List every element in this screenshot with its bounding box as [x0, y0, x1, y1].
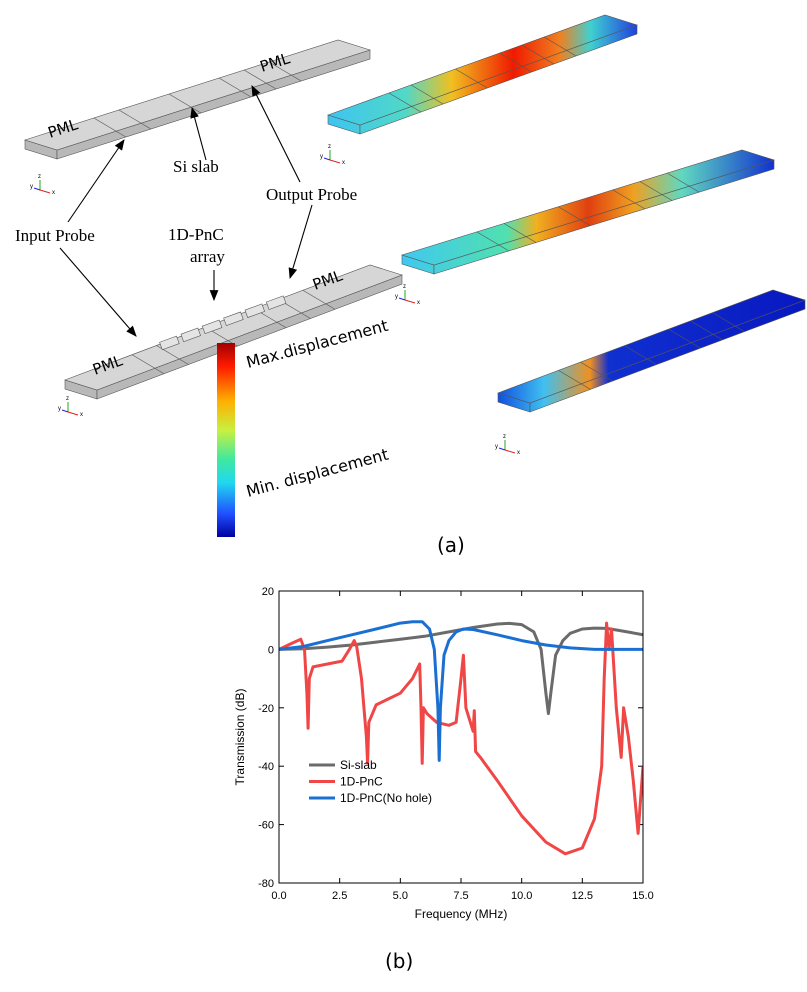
- triad-label: x: [417, 300, 420, 306]
- triad-label: z: [403, 284, 406, 290]
- slab-top: [327, 14, 638, 126]
- triad-axis: [61, 409, 69, 413]
- slab-division: [521, 44, 555, 65]
- arrows: [59, 85, 313, 337]
- slab-division: [580, 361, 613, 382]
- x-tick-label: 2.5: [332, 890, 347, 902]
- caption: (b): [385, 949, 413, 973]
- x-tick-label: 0.0: [271, 890, 286, 902]
- triad-label: y: [495, 444, 498, 450]
- slab-division: [131, 354, 165, 374]
- slab-division: [612, 189, 645, 210]
- slab-division: [268, 61, 302, 82]
- triad-axis: [67, 411, 79, 416]
- pnc-cell: [180, 327, 201, 343]
- triad-axis: [329, 159, 341, 164]
- pnc-label: array: [190, 247, 225, 266]
- slab-division: [690, 320, 723, 341]
- triad-axis: [498, 447, 506, 451]
- series-line: [279, 621, 643, 716]
- x-tick-label: 12.5: [572, 890, 593, 902]
- slab-side: [433, 159, 775, 275]
- triad-label: y: [395, 294, 398, 300]
- slab-division: [558, 370, 591, 390]
- output-probe-label: Output Probe: [266, 185, 357, 204]
- slab-division: [118, 109, 152, 130]
- triad-label: z: [66, 396, 69, 402]
- triad-axis: [33, 187, 41, 191]
- legend-label: Si-slab: [340, 758, 377, 772]
- series-line: [279, 620, 643, 762]
- triad-axis: [39, 189, 51, 194]
- slab-side: [359, 24, 638, 135]
- pnc-label: 1D-PnC: [168, 225, 224, 244]
- triad-label: z: [503, 434, 506, 440]
- pnc-cell: [244, 303, 266, 318]
- slab-division: [499, 52, 532, 73]
- x-tick-label: 15.0: [632, 890, 653, 902]
- chart: 0.0 2.5 5.0 7.5 10.0 12.5 15.0 -80 -60 -40 -20 0 20 F…: [233, 586, 654, 921]
- x-tick-label: 10.0: [511, 890, 532, 902]
- slab-top: [497, 289, 806, 404]
- slab-division: [455, 68, 488, 89]
- y-tick-label: -20: [258, 703, 274, 715]
- caption: (a): [437, 533, 465, 557]
- pnc-cell: [201, 319, 223, 335]
- colorbar-min-label: Min. displacement: [244, 445, 390, 501]
- slab-division: [624, 345, 657, 365]
- x-axis-label: Frequency (MHz): [415, 907, 508, 921]
- triad-label: z: [38, 174, 41, 180]
- slab-division: [712, 312, 745, 332]
- triad-axis: [323, 157, 331, 161]
- colorbar: [217, 343, 235, 537]
- slab-division: [558, 206, 591, 226]
- input-probe-label: Input Probe: [15, 226, 95, 245]
- x-tick-label: 7.5: [453, 890, 468, 902]
- y-tick-label: -60: [258, 820, 274, 832]
- triad-label: y: [30, 184, 33, 190]
- y-tick-label: -40: [258, 761, 274, 773]
- slab-side: [56, 49, 371, 160]
- triad-axis: [404, 299, 416, 304]
- slab-division: [388, 92, 422, 113]
- series-line: [279, 621, 643, 856]
- pnc-cell: [265, 295, 287, 310]
- triad-label: y: [320, 154, 323, 160]
- si-slab-label: Si slab: [173, 157, 219, 176]
- triad-label: x: [517, 450, 520, 456]
- slab-division: [302, 290, 336, 310]
- slab-division: [543, 36, 577, 57]
- slab-division: [218, 77, 252, 98]
- slab-side: [529, 299, 806, 413]
- pnc-cell: [159, 335, 180, 351]
- slab-division: [243, 69, 277, 90]
- triad-label: x: [52, 190, 55, 196]
- y-tick-label: -80: [258, 878, 274, 890]
- legend-label: 1D-PnC: [340, 775, 383, 789]
- plot-frame: [278, 590, 644, 884]
- slab-division: [668, 328, 701, 349]
- slab-division: [639, 181, 673, 201]
- slab-division: [410, 84, 444, 105]
- triad-axis: [504, 449, 516, 454]
- triad-label: x: [80, 412, 83, 418]
- legend-label: 1D-PnC(No hole): [340, 791, 432, 805]
- triad-label: z: [328, 144, 331, 150]
- x-tick-label: 5.0: [393, 890, 408, 902]
- slab-division: [667, 172, 700, 193]
- slab-division: [476, 231, 509, 252]
- slab-top: [400, 149, 776, 266]
- triad-axis: [398, 297, 406, 301]
- triad-label: y: [58, 406, 61, 412]
- slab-top: [24, 39, 371, 151]
- y-axis-label: Transmission (dB): [233, 689, 247, 786]
- y-tick-label: 20: [262, 586, 274, 598]
- triad-label: x: [342, 160, 345, 166]
- slab-division: [503, 223, 537, 243]
- slab-division: [93, 117, 127, 138]
- y-tick-label: 0: [268, 644, 274, 656]
- pnc-cell: [223, 311, 244, 327]
